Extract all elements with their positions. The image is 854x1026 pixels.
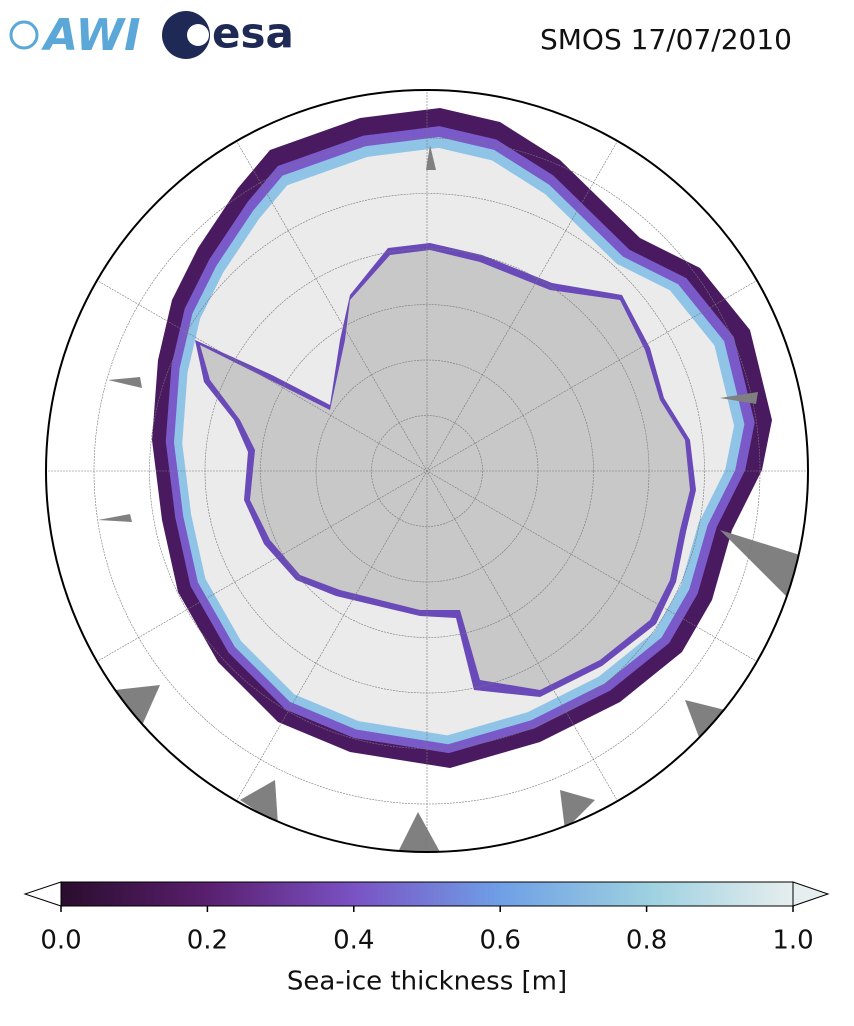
land-patches bbox=[98, 145, 800, 852]
extend-low bbox=[23, 881, 62, 907]
tick-label: 0.4 bbox=[333, 926, 374, 956]
graticule bbox=[46, 90, 808, 852]
tick-label: 0.8 bbox=[626, 926, 667, 956]
map bbox=[46, 90, 808, 852]
map-border bbox=[45, 89, 809, 853]
antarctica bbox=[200, 250, 690, 690]
colorbar-gradient bbox=[60, 881, 794, 907]
tick-label: 0.0 bbox=[40, 926, 81, 956]
colorbar-label: Sea-ice thickness [m] bbox=[287, 967, 567, 997]
tick-label: 0.2 bbox=[187, 926, 228, 956]
logo-text: esa bbox=[212, 9, 294, 58]
logo-text: AWI bbox=[41, 10, 141, 61]
awi-logo: AWI bbox=[9, 10, 141, 61]
map-title: SMOS 17/07/2010 bbox=[540, 23, 792, 56]
esa-logo: esa bbox=[162, 9, 294, 59]
tick-label: 1.0 bbox=[772, 926, 813, 956]
colorbar: 0.0 0.2 0.4 0.6 0.8 1.0 bbox=[23, 881, 830, 956]
tick-label: 0.6 bbox=[480, 926, 521, 956]
extend-high bbox=[792, 881, 830, 907]
